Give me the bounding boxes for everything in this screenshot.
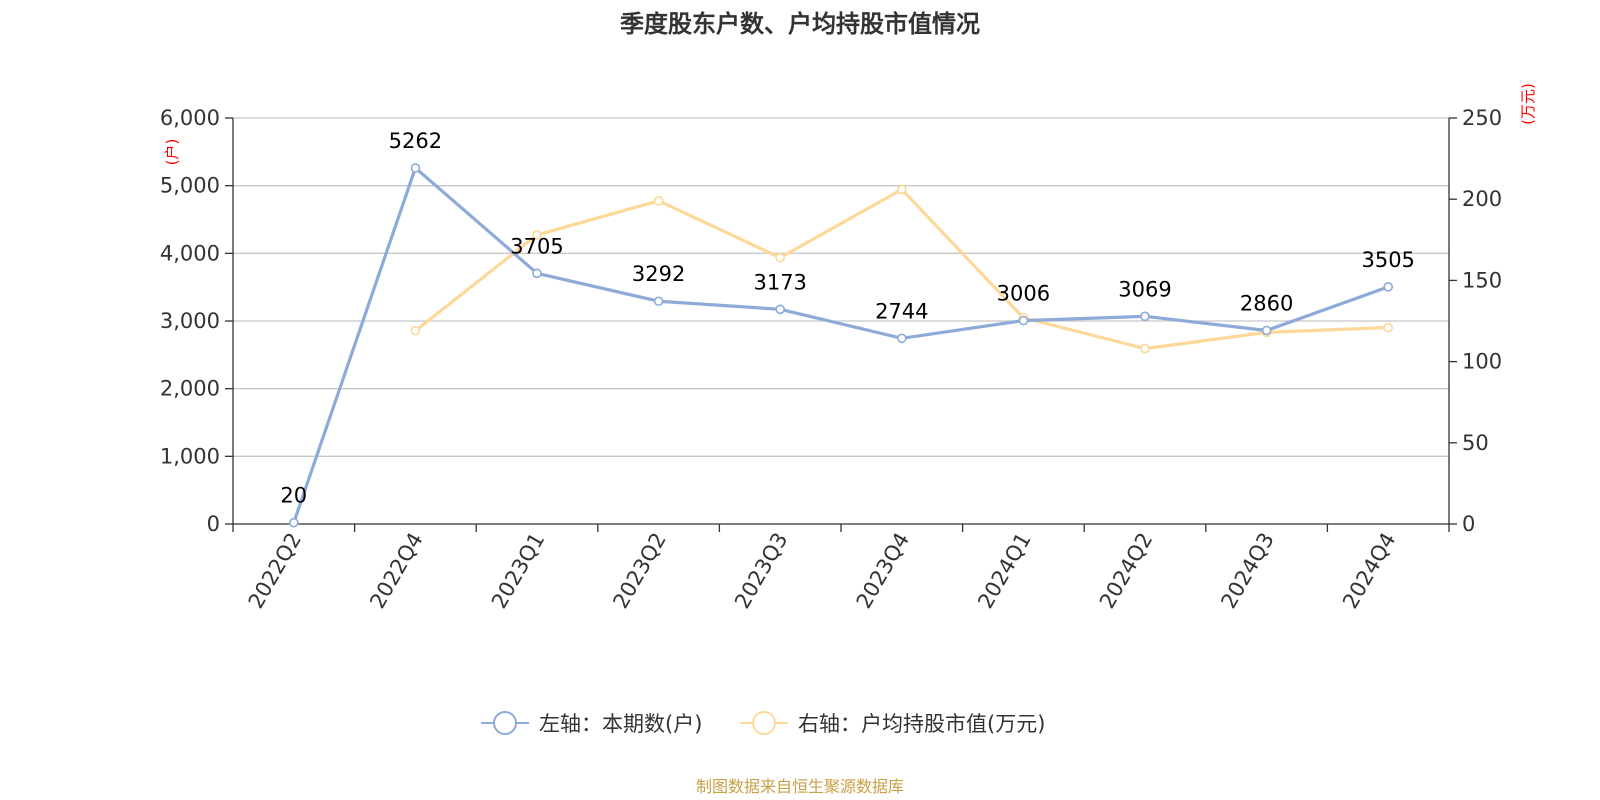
data-label: 3006 (997, 282, 1050, 306)
x-tick-label: 2023Q2 (608, 529, 670, 613)
series-line-left (292, 166, 1389, 524)
data-point-left (1261, 325, 1272, 336)
data-label: 20 (280, 484, 307, 508)
left-tick-label: 3,000 (160, 309, 220, 333)
x-tick-label: 2023Q3 (730, 529, 792, 613)
right-axis-unit: (万元) (1519, 83, 1537, 125)
x-tick-label: 2022Q2 (244, 529, 306, 613)
data-point-left (775, 304, 786, 315)
x-tick-label: 2024Q4 (1338, 529, 1400, 613)
data-label: 3705 (510, 234, 563, 258)
x-tick-label: 2023Q1 (487, 529, 549, 613)
data-point-right (532, 230, 542, 240)
data-point-left (1140, 311, 1150, 322)
x-tick-label: 2023Q4 (852, 529, 914, 613)
left-tick-label: 6,000 (160, 106, 220, 130)
x-tick-label: 2024Q2 (1095, 529, 1157, 613)
series-line-right (414, 187, 1389, 351)
legend-marker (752, 711, 776, 735)
x-tick-label: 2024Q1 (973, 529, 1035, 613)
series-layer (288, 163, 1393, 528)
x-tick-label: 2022Q4 (365, 529, 427, 613)
data-point-left (653, 296, 664, 307)
data-point-right (410, 325, 421, 336)
left-tick-label: 5,000 (160, 174, 220, 198)
data-point-left (532, 268, 542, 279)
x-tick-label: 2024Q3 (1216, 529, 1278, 613)
data-label: 5262 (389, 129, 442, 153)
source-note: 制图数据来自恒生聚源数据库 (696, 777, 904, 796)
legend[interactable]: 左轴：本期数(户) 右轴：户均持股市值(万元) (481, 711, 1045, 736)
right-tick-label: 50 (1462, 431, 1489, 455)
right-tick-label: 100 (1462, 350, 1502, 374)
legend-label: 左轴：本期数(户) (539, 712, 702, 736)
left-tick-label: 1,000 (160, 444, 220, 468)
data-label: 2744 (875, 299, 928, 323)
right-tick-label: 150 (1462, 268, 1502, 292)
data-point-right (1140, 343, 1150, 354)
left-tick-label: 4,000 (160, 241, 220, 265)
data-point-right (775, 252, 786, 263)
right-tick-label: 250 (1462, 106, 1502, 130)
left-tick-label: 2,000 (160, 377, 220, 401)
data-point-right (1383, 322, 1393, 333)
left-tick-label: 0 (207, 512, 220, 536)
data-label: 3505 (1361, 248, 1414, 272)
data-labels: 20 5262 3705 3292 3173 2744 3006 3069 2860 3505 (280, 129, 1414, 508)
data-point-right (653, 196, 664, 206)
left-axis-unit: (户) (163, 139, 181, 166)
chart-title: 季度股东户数、户均持股市值情况 (620, 10, 980, 38)
data-label: 3173 (753, 270, 806, 294)
data-point-left (288, 517, 299, 528)
axes: 0 1,000 2,000 3,000 4,000 5,000 6,000 0 50 100 150… (160, 106, 1502, 613)
data-label: 2860 (1240, 291, 1293, 315)
data-point-right (896, 184, 907, 195)
right-tick-label: 0 (1462, 512, 1475, 536)
right-tick-label: 200 (1462, 187, 1502, 211)
data-label: 3069 (1118, 277, 1171, 301)
legend-marker (493, 711, 517, 735)
data-label: 3292 (632, 262, 685, 286)
data-point-left (1383, 282, 1393, 292)
legend-label: 右轴：户均持股市值(万元) (798, 712, 1045, 736)
data-point-left (1018, 315, 1029, 326)
data-point-left (410, 163, 421, 173)
data-point-left (896, 333, 907, 344)
